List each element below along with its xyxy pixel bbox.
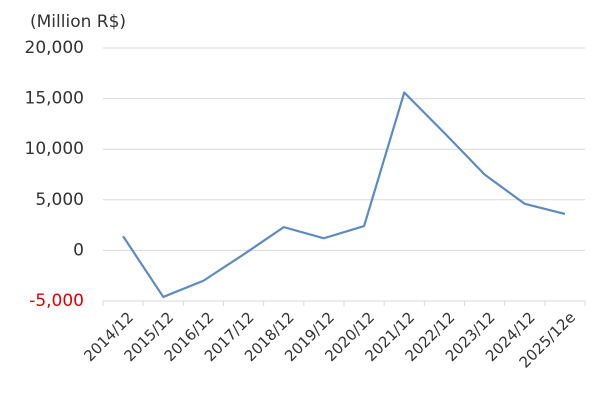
line-series bbox=[122, 91, 566, 299]
y-tick-label: 5,000 bbox=[35, 190, 84, 210]
y-tick-label: 10,000 bbox=[25, 139, 84, 159]
y-tick-label: 15,000 bbox=[25, 89, 84, 109]
y-tick-label: -5,000 bbox=[29, 291, 84, 311]
y-tick-label: 0 bbox=[73, 240, 84, 260]
y-tick-label: 20,000 bbox=[25, 38, 84, 58]
y-axis-label: (Million R$) bbox=[30, 12, 126, 32]
